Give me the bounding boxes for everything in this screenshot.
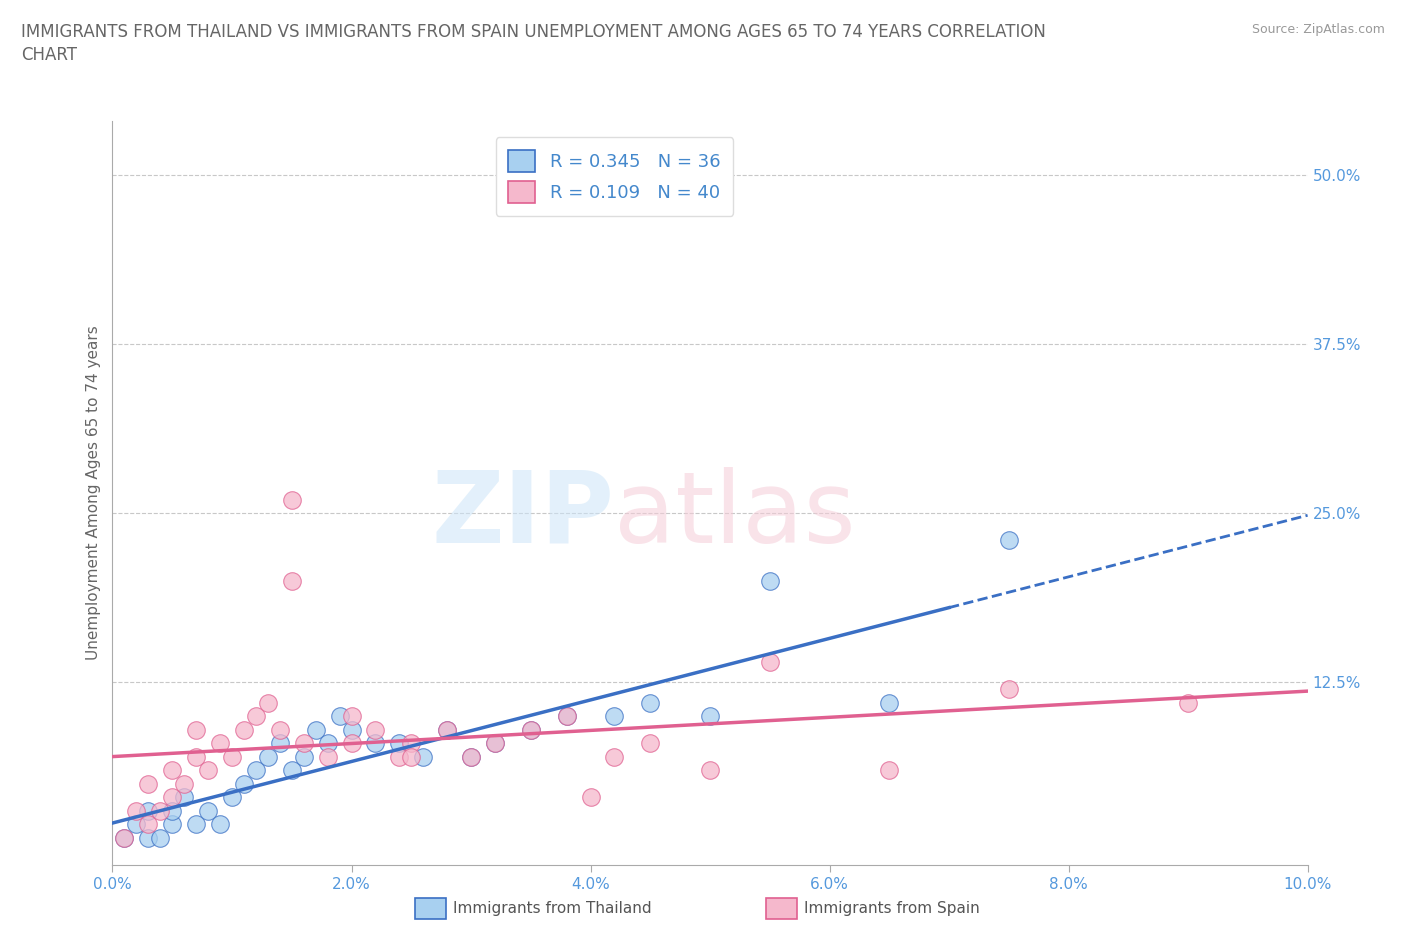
- Point: [388, 736, 411, 751]
- Point: [138, 804, 160, 818]
- Point: [162, 804, 183, 818]
- Point: [520, 723, 543, 737]
- Point: [197, 804, 219, 818]
- Point: [316, 736, 339, 751]
- Point: [364, 723, 387, 737]
- Point: [436, 723, 458, 737]
- Point: [699, 763, 721, 777]
- Point: [221, 790, 243, 804]
- Point: [759, 655, 782, 670]
- Point: [186, 723, 208, 737]
- Point: [603, 709, 626, 724]
- Point: [998, 533, 1021, 548]
- Point: [340, 736, 363, 751]
- Point: [412, 750, 434, 764]
- Point: [1177, 695, 1199, 710]
- Point: [138, 817, 160, 831]
- Point: [162, 817, 183, 831]
- Point: [209, 817, 232, 831]
- Text: CHART: CHART: [21, 46, 77, 64]
- Point: [555, 709, 578, 724]
- Point: [114, 830, 135, 845]
- Point: [149, 830, 172, 845]
- Point: [879, 695, 901, 710]
- Point: [162, 763, 183, 777]
- Point: [245, 709, 267, 724]
- Text: atlas: atlas: [614, 467, 856, 564]
- Point: [401, 750, 423, 764]
- Point: [173, 777, 195, 791]
- Point: [460, 750, 482, 764]
- Point: [879, 763, 901, 777]
- Point: [257, 750, 280, 764]
- Point: [520, 723, 543, 737]
- Point: [138, 830, 160, 845]
- Point: [209, 736, 232, 751]
- Point: [603, 750, 626, 764]
- Point: [329, 709, 352, 724]
- Point: [292, 736, 315, 751]
- Point: [484, 736, 506, 751]
- Point: [257, 695, 280, 710]
- Point: [292, 750, 315, 764]
- Point: [281, 574, 304, 589]
- Point: [233, 723, 256, 737]
- Point: [269, 723, 291, 737]
- Text: Source: ZipAtlas.com: Source: ZipAtlas.com: [1251, 23, 1385, 36]
- Point: [186, 817, 208, 831]
- Point: [281, 763, 304, 777]
- Point: [579, 790, 602, 804]
- Point: [555, 709, 578, 724]
- Point: [173, 790, 195, 804]
- Point: [305, 723, 328, 737]
- Point: [316, 750, 339, 764]
- Point: [401, 736, 423, 751]
- Point: [998, 682, 1021, 697]
- Point: [114, 830, 135, 845]
- Point: [388, 750, 411, 764]
- Point: [281, 492, 304, 507]
- Point: [460, 750, 482, 764]
- Point: [245, 763, 267, 777]
- Text: Immigrants from Thailand: Immigrants from Thailand: [453, 901, 651, 916]
- Point: [340, 709, 363, 724]
- Y-axis label: Unemployment Among Ages 65 to 74 years: Unemployment Among Ages 65 to 74 years: [86, 326, 101, 660]
- Point: [364, 736, 387, 751]
- Point: [221, 750, 243, 764]
- Point: [125, 817, 148, 831]
- Legend: R = 0.345   N = 36, R = 0.109   N = 40: R = 0.345 N = 36, R = 0.109 N = 40: [496, 138, 733, 216]
- Text: Immigrants from Spain: Immigrants from Spain: [804, 901, 980, 916]
- Point: [759, 574, 782, 589]
- Point: [640, 695, 662, 710]
- Point: [186, 750, 208, 764]
- Point: [340, 723, 363, 737]
- Text: IMMIGRANTS FROM THAILAND VS IMMIGRANTS FROM SPAIN UNEMPLOYMENT AMONG AGES 65 TO : IMMIGRANTS FROM THAILAND VS IMMIGRANTS F…: [21, 23, 1046, 41]
- Point: [149, 804, 172, 818]
- Point: [640, 736, 662, 751]
- Point: [197, 763, 219, 777]
- Text: ZIP: ZIP: [432, 467, 614, 564]
- Point: [162, 790, 183, 804]
- Point: [125, 804, 148, 818]
- Point: [269, 736, 291, 751]
- Point: [699, 709, 721, 724]
- Point: [138, 777, 160, 791]
- Point: [233, 777, 256, 791]
- Point: [484, 736, 506, 751]
- Point: [436, 723, 458, 737]
